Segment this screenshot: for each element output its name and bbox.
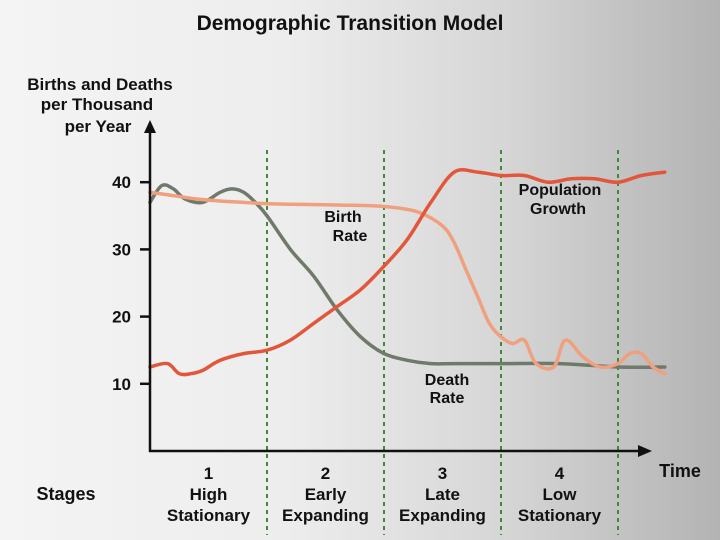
stage-1-label-line-2: High [190,485,228,504]
stages-label: Stages [36,484,95,504]
y-axis-label-line-3: per Year [65,117,132,136]
y-axis-label-line-1: Births and Deaths [27,75,172,94]
stage-4-label-line-1: 4 [555,464,565,483]
population-growth-label-line-1: Population [519,182,602,199]
birth-rate-line [148,190,667,376]
population-growth-label-line-2: Growth [530,201,586,218]
stage-1-label-line-1: 1 [204,464,213,483]
stage-4-label-line-3: Stationary [518,506,602,525]
stage-3-label-line-3: Expanding [399,506,486,525]
stage-4-label-line-2: Low [543,485,578,504]
chart-title: Demographic Transition Model [197,12,504,35]
stage-1-label-line-3: Stationary [167,506,251,525]
y-axis-arrow [144,120,156,133]
stage-divider-lines [266,150,619,535]
death-rate-label-line-2: Rate [430,390,465,407]
birth-rate-label-line-2: Rate [333,228,368,245]
stage-2-label-line-2: Early [305,485,347,504]
population-growth-line [148,168,667,377]
y-tick-label-40: 40 [112,173,131,192]
stage-3-label-line-2: Late [425,485,460,504]
stage-2-label-line-1: 2 [321,464,330,483]
stage-3-label-line-1: 3 [438,464,447,483]
death-rate-line [148,183,667,370]
stage-2-label-line-3: Expanding [282,506,369,525]
y-tick-label-20: 20 [112,308,131,327]
series-lines [148,168,667,377]
x-axis-arrow [638,445,652,457]
y-axis-label-line-2: per Thousand [41,95,153,114]
y-tick-label-30: 30 [112,240,131,259]
death-rate-label-line-1: Death [425,372,469,389]
stage-labels: 1 High Stationary 2 Early Expanding 3 Late Expan… [167,464,602,525]
y-tick-label-10: 10 [112,375,131,394]
y-axis-ticks: 10 20 30 40 [112,173,150,394]
birth-rate-label-line-1: Birth [324,209,361,226]
x-axis-label: Time [659,461,701,481]
